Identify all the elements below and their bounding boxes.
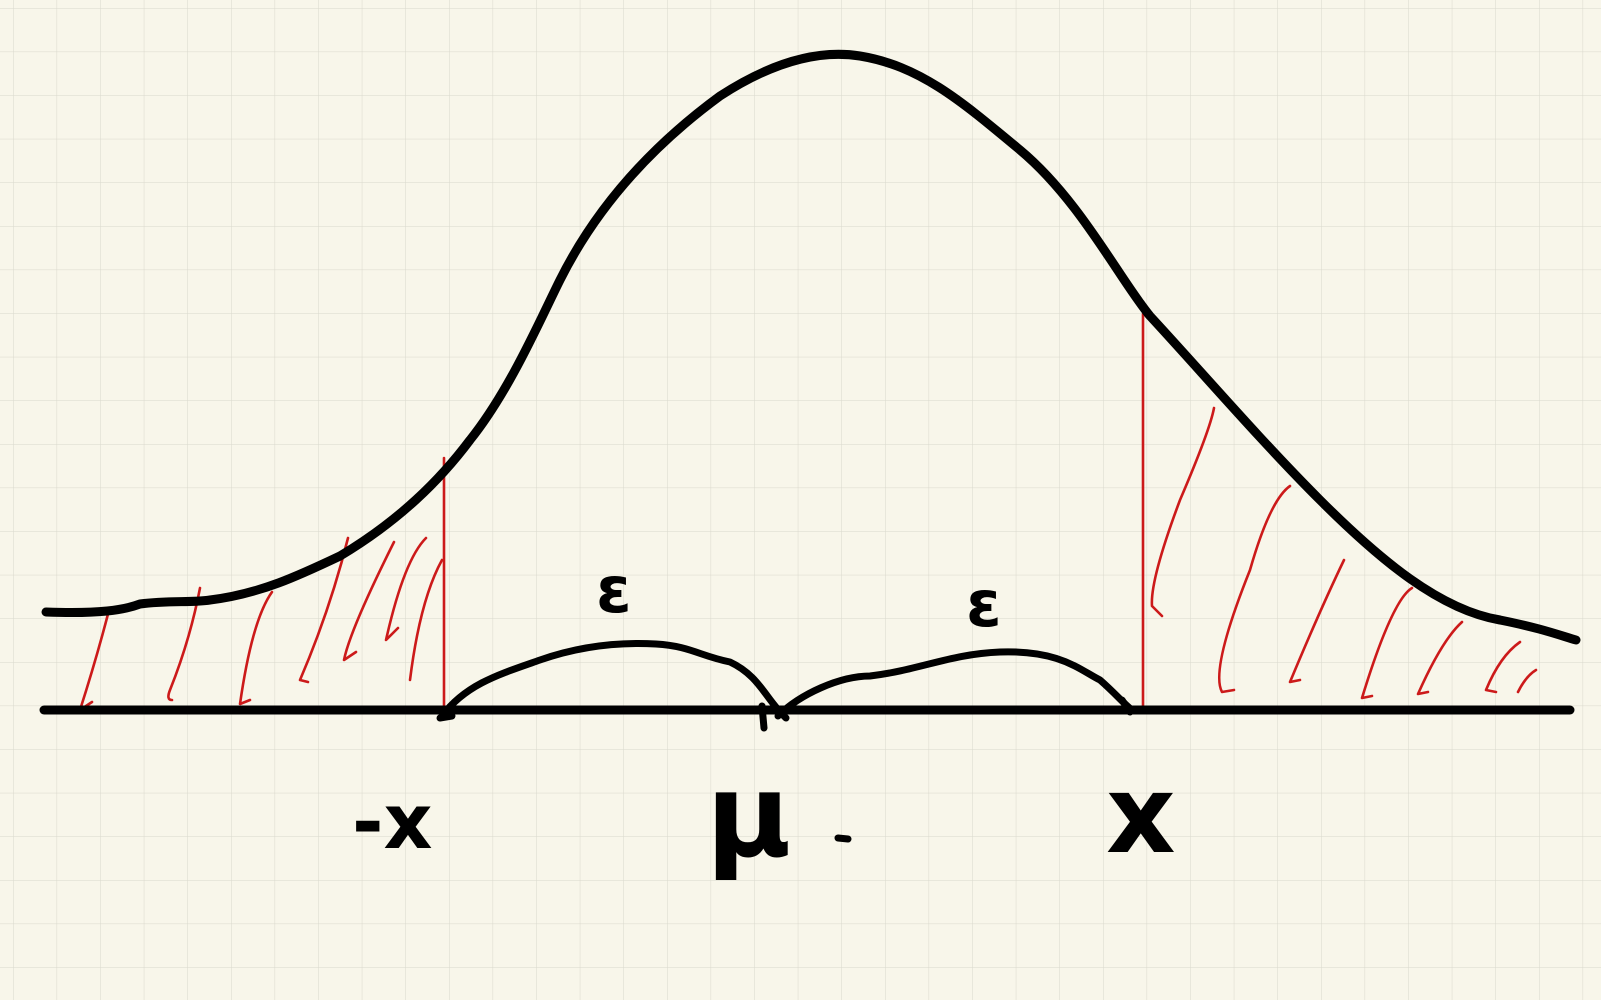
right-hatch-stroke <box>1217 484 1292 694</box>
center-label: μ <box>706 749 791 884</box>
right-bound-tick <box>1118 696 1134 716</box>
left-hatch-stroke <box>384 536 428 642</box>
right-bound-label: x <box>1106 753 1176 878</box>
right-gap-label: ε <box>966 568 1002 642</box>
right-hatch-stroke <box>1288 558 1346 684</box>
right-tail-hatching <box>1141 312 1538 714</box>
right-gap-bracket <box>774 648 1136 720</box>
left-bound-label: -x <box>352 777 433 866</box>
left-hatch-stroke <box>238 590 274 706</box>
left-gap-label: ε <box>596 554 632 628</box>
left-hatch-stroke <box>342 540 396 662</box>
left-hatch-stroke <box>408 558 444 682</box>
right-hatch-stroke <box>1416 620 1464 696</box>
center-dot <box>834 834 852 843</box>
right-hatch-stroke <box>1360 586 1414 700</box>
bell-curve <box>41 49 1581 645</box>
left-gap-bracket <box>438 640 790 722</box>
left-hatch-stroke <box>167 586 202 702</box>
left-bound-tick <box>436 712 456 722</box>
center-tick <box>758 702 768 732</box>
right-hatch-stroke <box>1150 406 1216 618</box>
right-hatch-stroke <box>1516 668 1538 694</box>
right-hatch-stroke <box>1484 640 1522 694</box>
